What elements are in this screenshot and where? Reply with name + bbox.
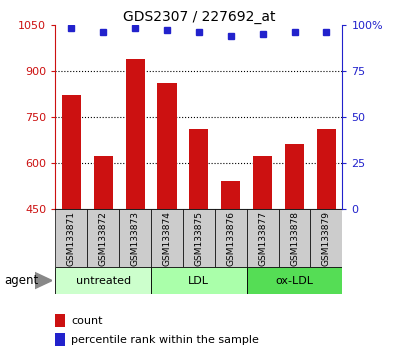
Text: GSM133874: GSM133874 (162, 211, 171, 266)
Text: ox-LDL: ox-LDL (275, 275, 313, 286)
Text: GSM133878: GSM133878 (289, 211, 298, 266)
Bar (278, 209, 310, 267)
Bar (246, 209, 278, 267)
Bar (62, 95, 81, 209)
Text: GSM133876: GSM133876 (226, 211, 235, 266)
Text: GSM133873: GSM133873 (130, 211, 139, 266)
Title: GDS2307 / 227692_at: GDS2307 / 227692_at (122, 10, 274, 24)
Bar (55, 333, 65, 346)
Text: GSM133875: GSM133875 (194, 211, 203, 266)
Bar (151, 209, 182, 267)
Text: count: count (71, 316, 102, 326)
Text: GSM133879: GSM133879 (321, 211, 330, 266)
Bar (316, 129, 335, 209)
Polygon shape (35, 273, 52, 289)
Bar (214, 209, 246, 267)
Bar (151, 267, 246, 294)
Bar (252, 156, 272, 209)
Text: GSM133872: GSM133872 (99, 211, 108, 266)
Bar (55, 267, 151, 294)
Bar (182, 209, 214, 267)
Bar (55, 314, 65, 327)
Bar (125, 58, 144, 209)
Text: agent: agent (4, 274, 38, 287)
Bar (310, 209, 342, 267)
Bar (87, 209, 119, 267)
Bar (220, 181, 240, 209)
Bar (246, 267, 342, 294)
Bar (55, 209, 87, 267)
Text: untreated: untreated (75, 275, 130, 286)
Bar (157, 83, 176, 209)
Bar (119, 209, 151, 267)
Text: percentile rank within the sample: percentile rank within the sample (71, 335, 258, 345)
Text: GSM133877: GSM133877 (258, 211, 267, 266)
Bar (189, 129, 208, 209)
Text: GSM133871: GSM133871 (67, 211, 76, 266)
Text: LDL: LDL (188, 275, 209, 286)
Bar (284, 144, 303, 209)
Bar (93, 156, 112, 209)
